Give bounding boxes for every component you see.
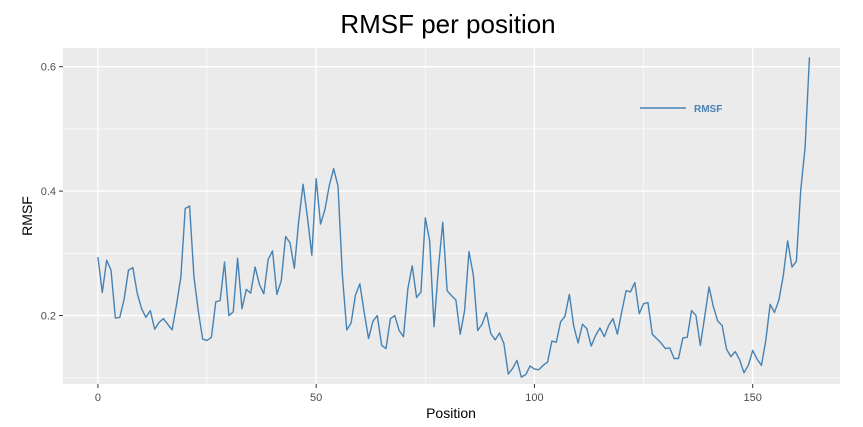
legend: RMSF (640, 104, 722, 115)
x-tick-label: 150 (744, 392, 762, 404)
x-axis: 0 50 100 150 (95, 384, 762, 404)
y-tick-label: 0.2 (41, 311, 56, 323)
x-axis-title: Position (426, 405, 476, 421)
chart-title: RMSF per position (340, 9, 555, 39)
y-tick-label: 0.4 (41, 186, 56, 198)
x-tick-label: 0 (95, 392, 101, 404)
series-line-rmsf (97, 57, 811, 378)
grid-major (63, 48, 840, 384)
legend-label: RMSF (694, 104, 722, 115)
y-axis-title: RMSF (19, 196, 35, 236)
x-tick-label: 50 (310, 392, 322, 404)
plot-panel (63, 48, 840, 384)
y-tick-label: 0.6 (41, 62, 56, 74)
grid-minor (63, 48, 840, 384)
y-axis: 0.2 0.4 0.6 (41, 62, 63, 323)
x-tick-label: 100 (525, 392, 543, 404)
series-layer (97, 57, 811, 378)
